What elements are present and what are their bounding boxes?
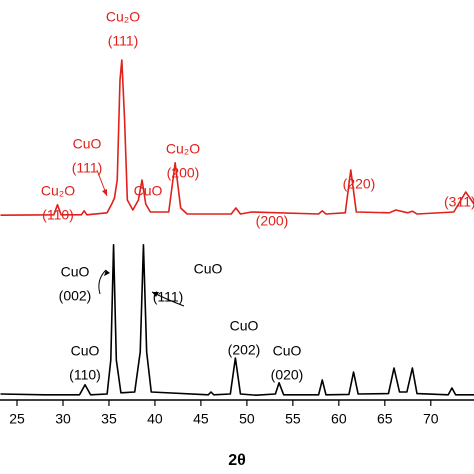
annotation: (002) [59,288,92,304]
x-tick-label: 30 [55,411,71,427]
annotation: CuO [194,261,223,277]
annotation: (200) [256,213,289,229]
x-axis-label: 2θ [228,452,246,469]
series-line [0,244,474,396]
annotation: (020) [271,367,304,383]
annotation: CuO [230,318,259,334]
x-tick-label: 40 [147,411,163,427]
annotation: Cu₂O [41,183,75,199]
annotation: Cu₂O [166,141,200,157]
arrowhead [152,292,159,297]
arrowhead [104,270,110,276]
x-tick-label: 55 [285,411,301,427]
x-tick-label: 35 [101,411,117,427]
x-tick-label: 60 [331,411,347,427]
annotation: (111) [72,160,103,176]
x-tick-label: 70 [423,411,439,427]
annotation: CuO [71,343,100,359]
annotation: (110) [69,367,101,383]
annotation: CuO [61,264,90,280]
annotation: (202) [228,342,261,358]
series-line [0,59,474,216]
annotation: CuO [273,343,302,359]
annotation: Cu₂O [106,9,140,25]
x-tick-label: 45 [193,411,209,427]
x-tick-label: 25 [9,411,25,427]
annotation: (311) [444,194,474,210]
arrow [98,269,107,295]
arrowhead [102,189,107,196]
annotation: (220) [343,176,376,192]
annotation: (110) [42,207,74,223]
x-tick-label: 65 [377,411,393,427]
annotation: (200) [167,165,200,181]
x-tick-label: 50 [239,411,255,427]
annotation: CuO [134,183,163,199]
annotation: (111) [108,33,139,49]
annotation: (111) [153,289,184,305]
annotation: CuO [73,136,102,152]
